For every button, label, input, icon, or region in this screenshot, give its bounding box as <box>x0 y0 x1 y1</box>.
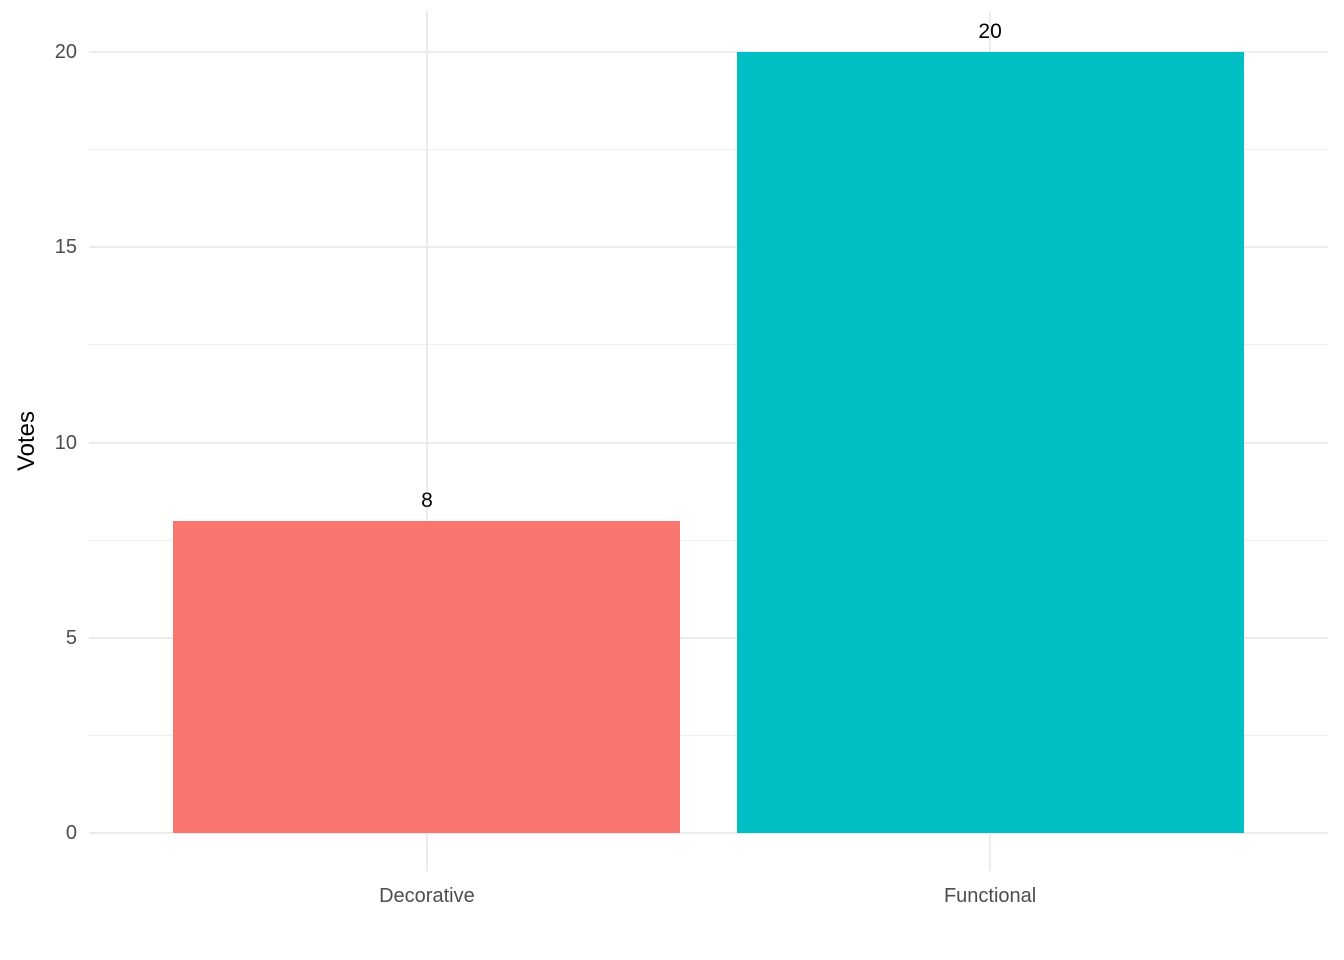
x-tick-label: Decorative <box>379 885 475 907</box>
y-tick-label: 15 <box>54 236 77 259</box>
y-tick-label: 0 <box>65 822 77 844</box>
y-minor-gridline <box>89 539 1328 541</box>
y-minor-gridline <box>89 734 1328 736</box>
bar-decorative <box>173 520 681 833</box>
y-minor-gridline <box>89 344 1328 346</box>
y-minor-gridline <box>89 149 1328 151</box>
y-major-gridline <box>89 246 1328 249</box>
bar-value-label: 20 <box>978 20 1002 43</box>
bar-value-label: 8 <box>421 488 433 512</box>
x-tick-label: Functional <box>943 885 1037 907</box>
y-major-gridline <box>89 51 1328 53</box>
y-major-gridline <box>89 441 1328 444</box>
plot-panel: 8 20 <box>89 11 1328 871</box>
x-major-gridline <box>425 11 428 871</box>
y-major-gridline <box>89 636 1328 639</box>
bar-functional <box>736 52 1244 833</box>
y-tick-label: 10 <box>54 431 77 454</box>
y-major-gridline <box>89 832 1328 834</box>
y-tick-label: 20 <box>54 41 77 63</box>
y-tick-label: 5 <box>65 626 77 649</box>
